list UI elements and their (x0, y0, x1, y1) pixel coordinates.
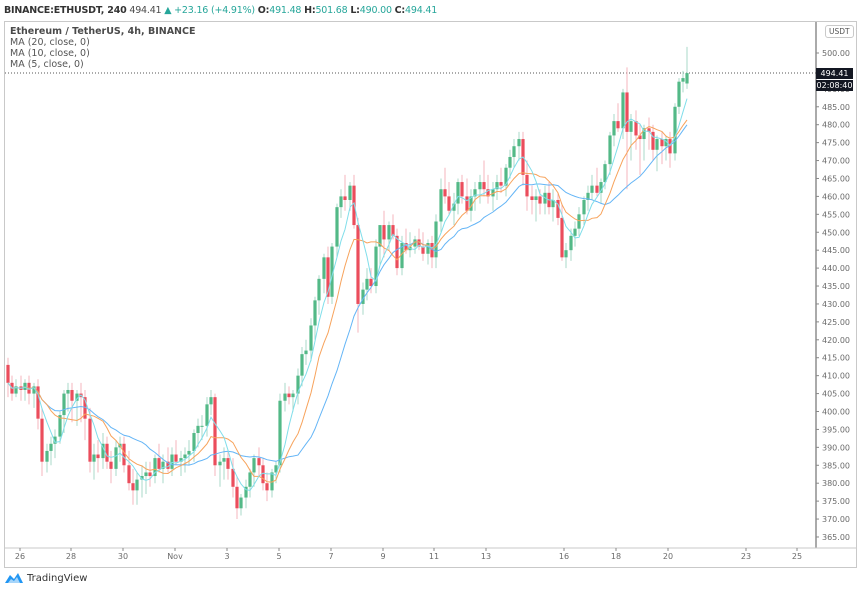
svg-text:460.00: 460.00 (822, 192, 850, 201)
svg-text:25: 25 (792, 552, 802, 561)
symbol-info-bar: BINANCE:ETHUSDT, 240 494.41 ▲ +23.16 (+4… (4, 4, 437, 18)
svg-text:375.00: 375.00 (822, 497, 850, 506)
svg-text:11: 11 (429, 552, 439, 561)
svg-text:405.00: 405.00 (822, 390, 850, 399)
svg-text:16: 16 (559, 552, 569, 561)
svg-text:20: 20 (663, 552, 673, 561)
legend-ma10[interactable]: MA (10, close, 0) (10, 48, 90, 59)
svg-text:425.00: 425.00 (822, 318, 850, 327)
currency-button[interactable]: USDT (825, 25, 854, 38)
low-label: L: (350, 5, 360, 16)
tradingview-logo-icon (5, 573, 23, 583)
svg-text:445.00: 445.00 (822, 246, 850, 255)
svg-text:26: 26 (15, 552, 25, 561)
moving-averages (7, 98, 688, 491)
svg-text:370.00: 370.00 (822, 515, 850, 524)
bar-countdown-tag: 02:08:40 (816, 80, 853, 91)
last-price: 494.41 (129, 5, 162, 16)
legend-title[interactable]: Ethereum / TetherUS, 4h, BINANCE (10, 26, 196, 37)
svg-text:455.00: 455.00 (822, 210, 850, 219)
close-label: C: (394, 5, 406, 16)
tradingview-brand[interactable]: TradingView (27, 572, 88, 584)
svg-text:440.00: 440.00 (822, 264, 850, 273)
svg-text:18: 18 (611, 552, 621, 561)
legend-ma5[interactable]: MA (5, close, 0) (10, 59, 84, 70)
svg-text:430.00: 430.00 (822, 300, 850, 309)
symbol-label: BINANCE:ETHUSDT, 240 (4, 5, 127, 16)
svg-text:390.00: 390.00 (822, 443, 850, 452)
footer-branding: TradingView (4, 570, 87, 586)
svg-text:30: 30 (118, 552, 128, 561)
close-value: 494.41 (405, 5, 438, 16)
svg-text:485.00: 485.00 (822, 103, 850, 112)
change-arrow-icon: ▲ (164, 5, 172, 16)
svg-text:470.00: 470.00 (822, 157, 850, 166)
svg-text:410.00: 410.00 (822, 372, 850, 381)
svg-text:415.00: 415.00 (822, 354, 850, 363)
svg-text:385.00: 385.00 (822, 461, 850, 470)
svg-text:395.00: 395.00 (822, 425, 850, 434)
svg-text:480.00: 480.00 (822, 121, 850, 130)
svg-text:23: 23 (741, 552, 751, 561)
svg-text:3: 3 (224, 552, 229, 561)
candlesticks (6, 46, 689, 520)
svg-text:475.00: 475.00 (822, 139, 850, 148)
open-value: 491.48 (269, 5, 302, 16)
svg-text:420.00: 420.00 (822, 336, 850, 345)
svg-text:450.00: 450.00 (822, 228, 850, 237)
svg-text:465.00: 465.00 (822, 174, 850, 183)
svg-text:5: 5 (276, 552, 281, 561)
svg-text:28: 28 (66, 552, 76, 561)
open-label: O: (257, 5, 270, 16)
svg-text:400.00: 400.00 (822, 408, 850, 417)
svg-text:435.00: 435.00 (822, 282, 850, 291)
high-label: H: (304, 5, 316, 16)
high-value: 501.68 (315, 5, 348, 16)
svg-text:13: 13 (481, 552, 491, 561)
svg-text:500.00: 500.00 (822, 49, 850, 58)
current-price-tag: 494.41 (816, 68, 853, 79)
low-value: 490.00 (359, 5, 392, 16)
chart-frame (4, 21, 857, 568)
chart-legend: Ethereum / TetherUS, 4h, BINANCE MA (20,… (10, 26, 195, 70)
legend-ma20[interactable]: MA (20, close, 0) (10, 37, 90, 48)
svg-text:7: 7 (328, 552, 333, 561)
svg-text:380.00: 380.00 (822, 479, 850, 488)
svg-text:Nov: Nov (167, 552, 183, 561)
svg-text:365.00: 365.00 (822, 533, 850, 542)
svg-text:9: 9 (380, 552, 385, 561)
price-change: +23.16 (+4.91%) (174, 5, 255, 16)
